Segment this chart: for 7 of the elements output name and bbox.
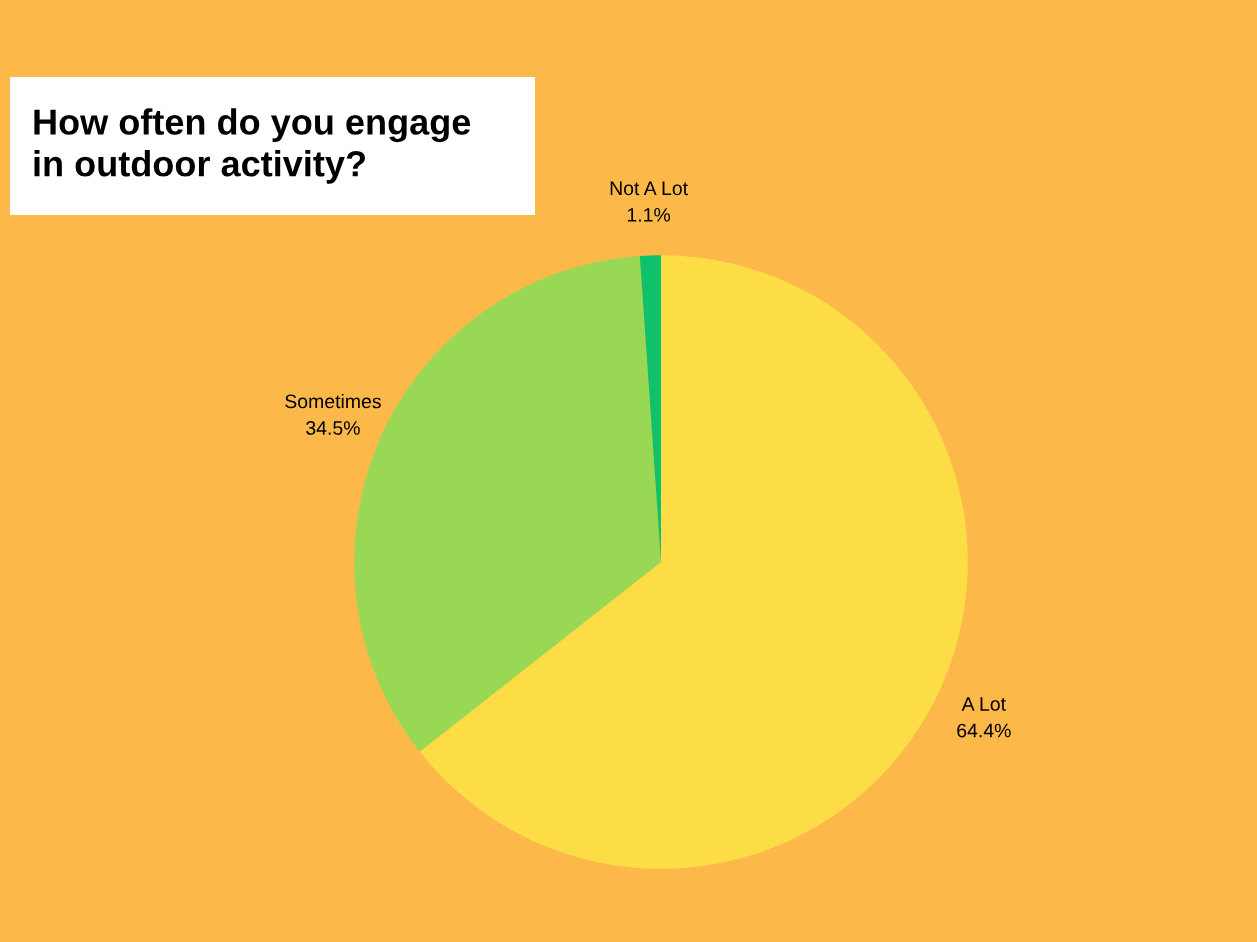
chart-title: How often do you engage in outdoor activity? [34,108,471,184]
data-label: 34.5% [306,421,360,435]
slice-label: A Lot [961,697,1006,711]
slice-label: Not A Lot [610,181,688,196]
slice-label: Sometimes [285,393,381,409]
data-label: 1.1% [627,208,671,222]
data-label: 64.4% [957,723,1011,738]
